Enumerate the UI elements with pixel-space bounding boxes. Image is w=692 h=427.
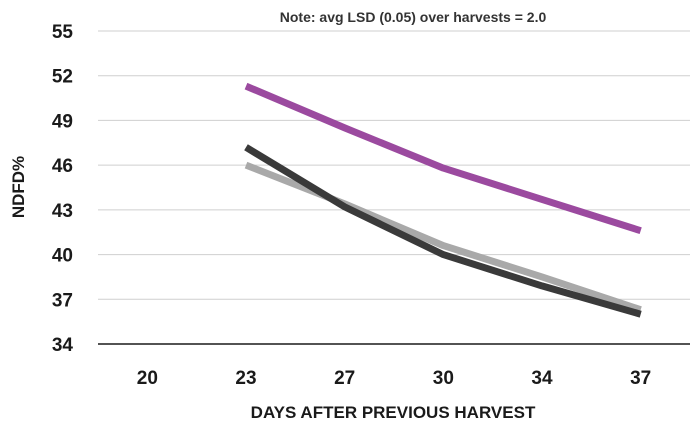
y-tick-label: 46 bbox=[52, 156, 73, 177]
series-lines bbox=[244, 82, 642, 318]
x-axis-title: DAYS AFTER PREVIOUS HARVEST bbox=[251, 403, 536, 422]
x-tick-label: 20 bbox=[137, 368, 158, 389]
y-tick-label: 52 bbox=[52, 67, 73, 88]
x-tick-labels: 20 23 27 30 34 37 bbox=[137, 368, 651, 389]
y-tick-label: 40 bbox=[52, 246, 73, 267]
series-line-1 bbox=[244, 82, 642, 235]
y-tick-labels: 34 37 40 43 46 49 52 55 bbox=[52, 22, 74, 356]
x-tick-label: 37 bbox=[630, 368, 651, 389]
x-tick-label: 30 bbox=[433, 368, 454, 389]
gridlines bbox=[98, 30, 690, 345]
y-tick-label: 43 bbox=[52, 201, 73, 222]
y-tick-label: 37 bbox=[52, 290, 73, 311]
chart-note: Note: avg LSD (0.05) over harvests = 2.0 bbox=[280, 9, 547, 25]
x-tick-label: 27 bbox=[334, 368, 355, 389]
y-tick-label: 49 bbox=[52, 111, 73, 132]
y-axis-title: NDFD% bbox=[9, 156, 28, 218]
y-tick-label: 34 bbox=[52, 335, 74, 356]
y-tick-label: 55 bbox=[52, 22, 74, 43]
series-line-3 bbox=[244, 144, 642, 318]
x-tick-label: 23 bbox=[235, 368, 256, 389]
x-tick-label: 34 bbox=[531, 368, 553, 389]
